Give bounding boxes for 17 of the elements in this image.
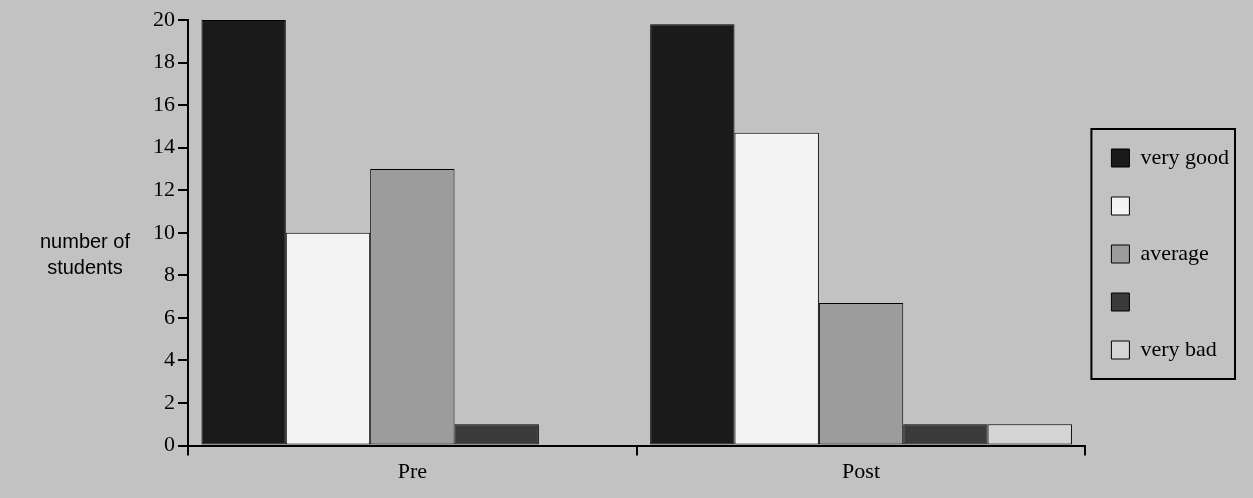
legend-label: average xyxy=(1140,239,1209,265)
legend-label: very bad xyxy=(1140,335,1217,361)
y-tick-label: 20 xyxy=(153,5,175,31)
y-tick-label: 8 xyxy=(164,261,175,287)
y-tick-label: 10 xyxy=(153,218,175,244)
y-tick-label: 18 xyxy=(153,48,175,74)
legend-label: very good xyxy=(1140,143,1229,169)
x-tick-label: Post xyxy=(842,457,881,483)
y-tick-label: 16 xyxy=(153,90,175,116)
y-tick-label: 12 xyxy=(153,176,175,202)
y-tick-label: 6 xyxy=(164,303,175,329)
y-tick-label: 14 xyxy=(153,133,175,159)
y-tick-label: 0 xyxy=(164,431,175,457)
x-tick-label: Pre xyxy=(397,457,428,483)
y-tick-label: 4 xyxy=(164,346,175,372)
y-axis-title: number of students xyxy=(38,229,132,280)
y-tick-label: 2 xyxy=(164,388,175,414)
